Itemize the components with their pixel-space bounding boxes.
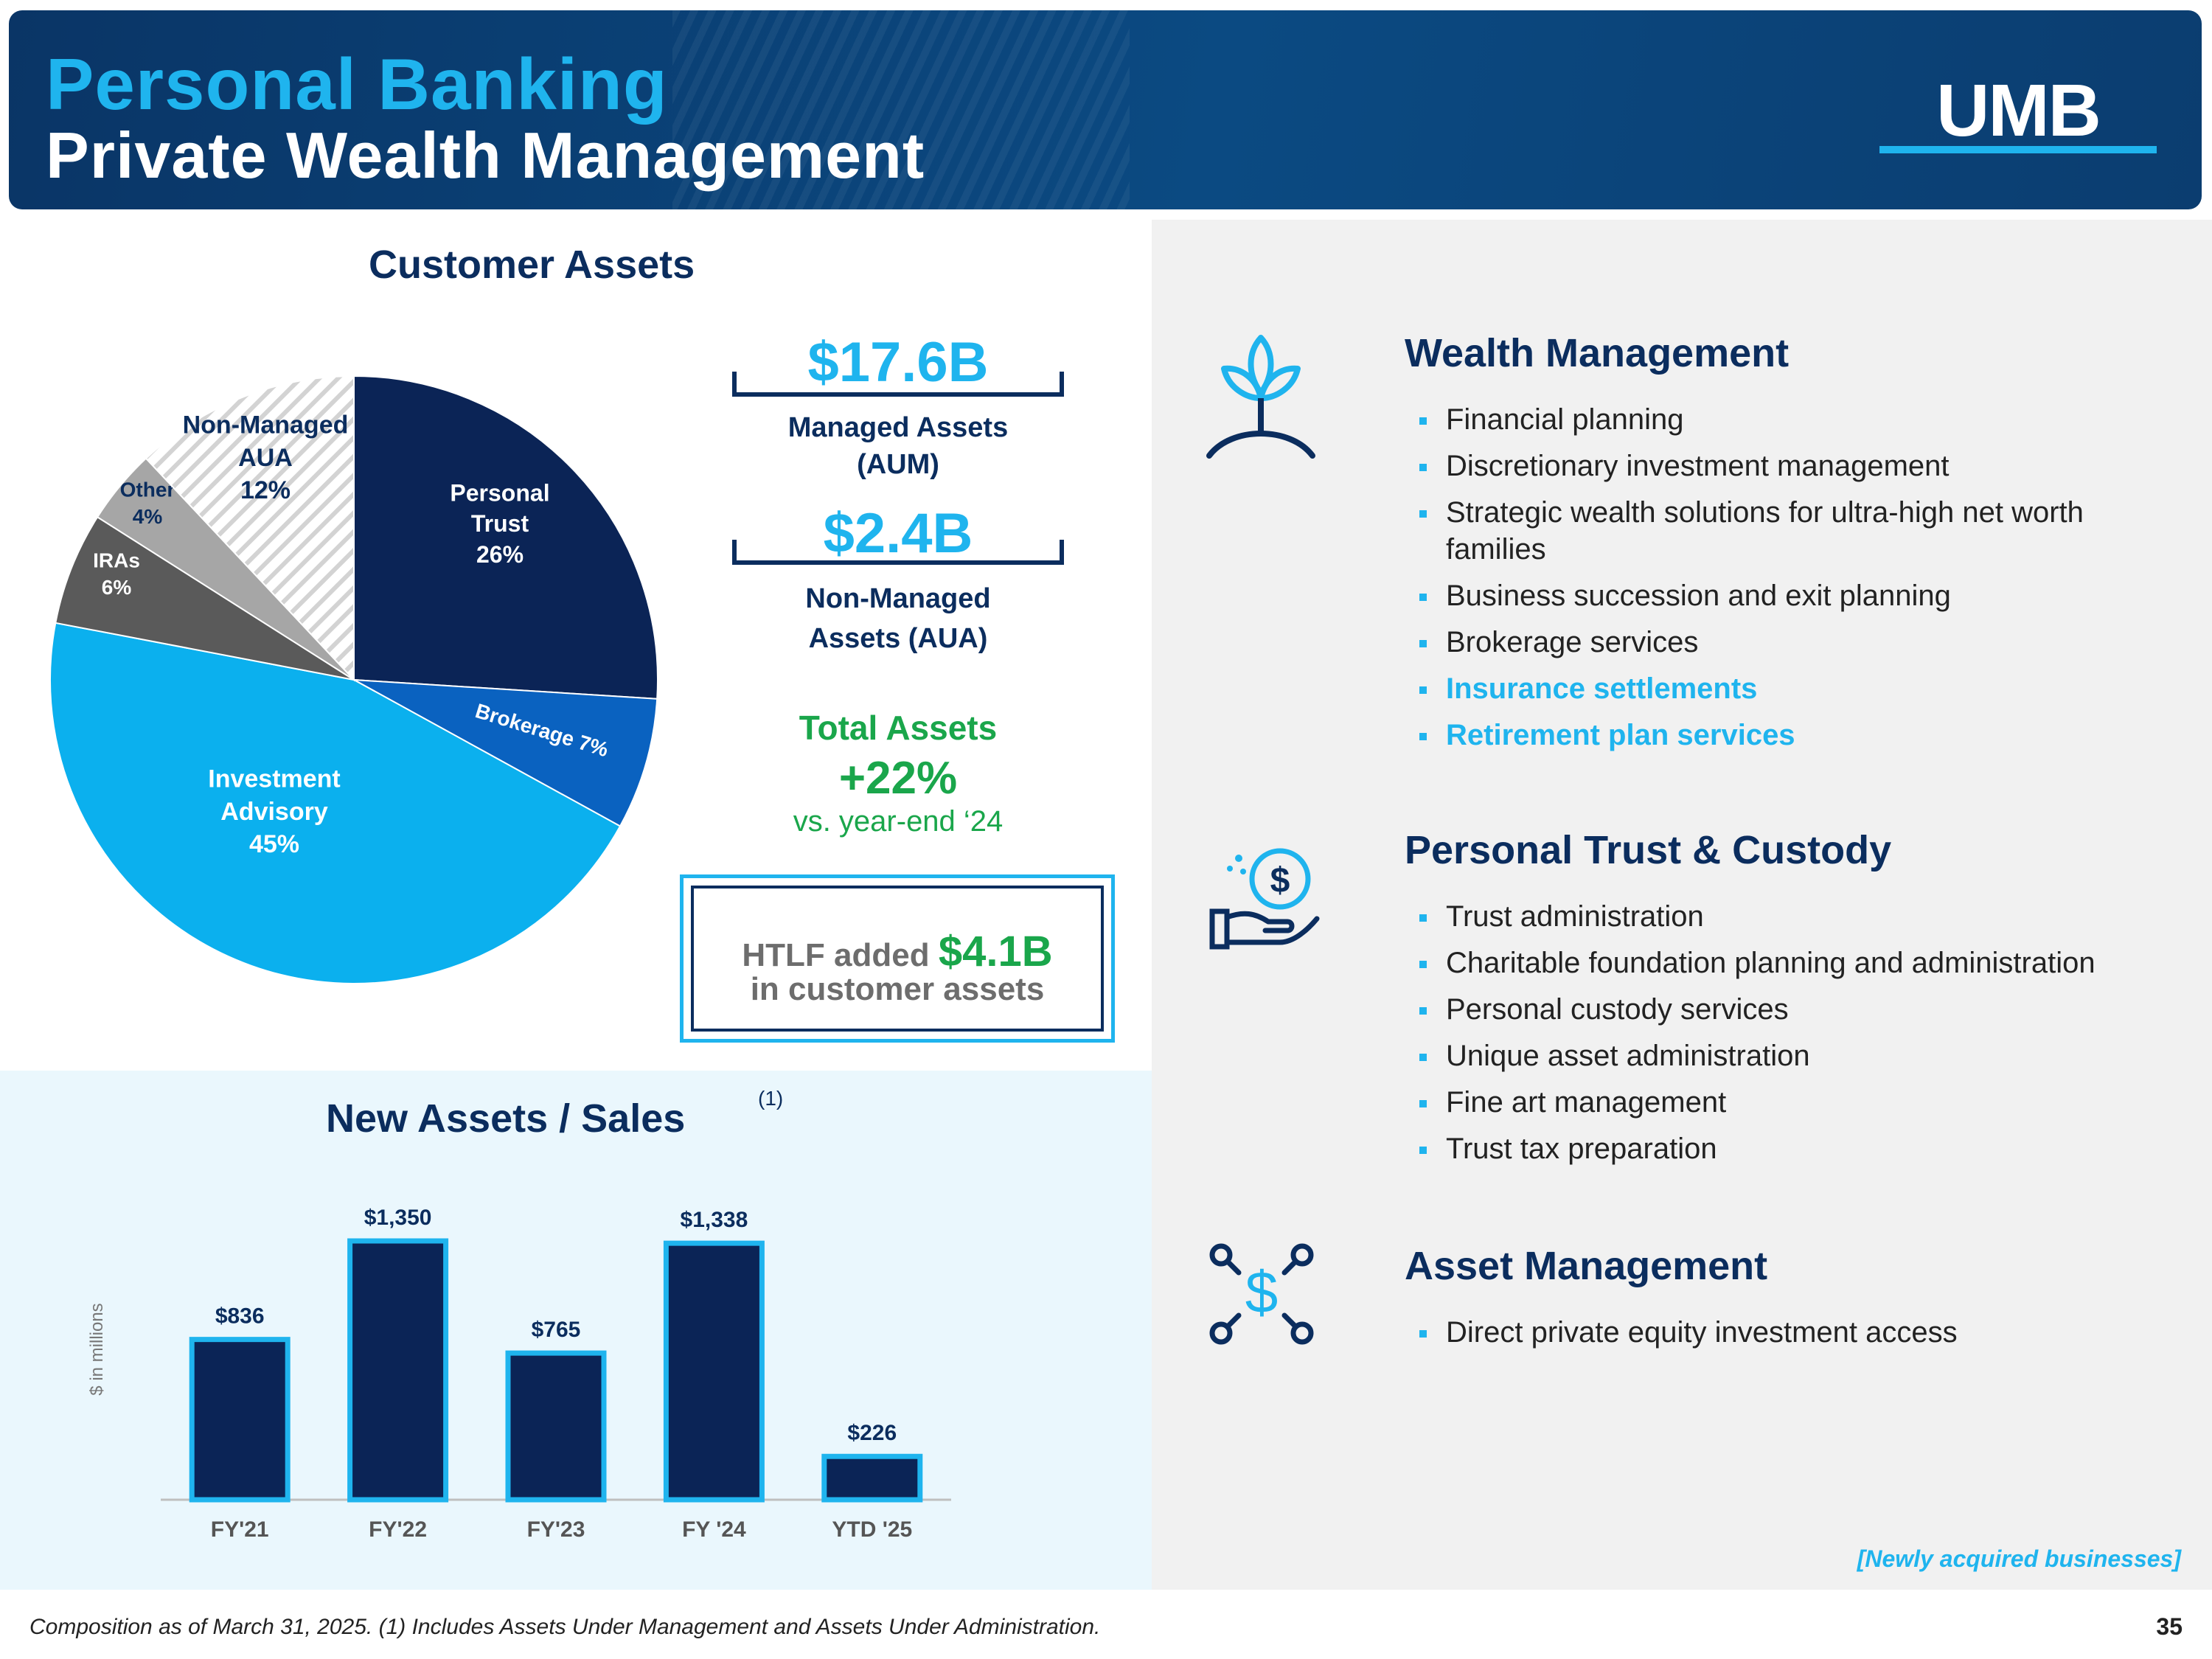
svg-text:$: $ [1270,861,1290,900]
new-assets-panel [0,1071,1152,1590]
bar [663,1240,765,1503]
bar-value-label: $1,338 [681,1208,748,1232]
banner-decoration [672,10,1130,209]
pie-slice-investment-advisory [49,622,622,984]
umb-logo: UMB [1879,77,2157,153]
htlf-callout: HTLF added $4.1B in customer assets [680,874,1115,1043]
wealth-management-list: Financial planning Discretionary investm… [1419,401,2171,763]
new-assets-bar-chart: $836 FY'21 $1,350 FY'22 $765 FY'23 $1,338 FY '2… [161,1206,951,1542]
umb-logo-text: UMB [1936,77,2100,152]
header-banner: Personal Banking Private Wealth Manageme… [9,10,2202,209]
managed-assets-label-2: (AUM) [857,449,939,480]
pie-label: Other 4% [120,479,175,528]
asset-management-list: Direct private equity investment access [1419,1314,2171,1360]
bar-category-label: FY'23 [527,1517,585,1542]
hand-money-icon: $ [1209,848,1320,950]
managed-assets-bracket [732,372,1064,397]
nonmanaged-assets-value: $2.4B [823,502,973,565]
pie-slice-personal-trust [353,375,658,700]
bar-category-label: YTD '25 [832,1517,912,1542]
pie-label: Personal Trust 26% [450,480,549,568]
wealth-management-title: Wealth Management [1405,331,1790,375]
list-item: Direct private equity investment access [1419,1314,2171,1351]
dollar-network-icon: $ [1209,1243,1314,1345]
pie-slice-brokerage [353,679,658,827]
list-item: Business succession and exit planning [1419,577,2171,614]
managed-assets-label-1: Managed Assets [787,412,1009,443]
services-panel [1152,220,2212,1590]
list-item: Strategic wealth solutions for ultra-hig… [1419,494,2171,568]
footer-note: Composition as of March 31, 2025. (1) In… [29,1615,1101,1639]
htlf-callout-inner: HTLF added $4.1B in customer assets [691,886,1104,1032]
bar-category-label: FY '24 [682,1517,746,1542]
bar-value-label: $1,350 [364,1206,432,1230]
bar-value-label: $765 [532,1318,581,1342]
customer-assets-pie: Personal Trust 26%Brokerage 7%Investment Ad… [49,375,658,984]
personal-trust-list: Trust administration Charitable foundati… [1419,898,2171,1177]
list-item: Personal custody services [1419,991,2171,1028]
list-item: Financial planning [1419,401,2171,438]
nonmanaged-assets-label-1: Non-Managed [805,583,991,614]
list-item-new: Insurance settlements [1419,670,2171,707]
bar [821,1453,923,1503]
page-title: Personal Banking [46,44,668,125]
htlf-line-1: HTLF added $4.1B [694,927,1101,976]
bar [347,1238,449,1503]
bar [505,1350,607,1503]
pie-label: IRAs 6% [93,549,140,599]
list-item: Charitable foundation planning and admin… [1419,945,2171,981]
htlf-amount: $4.1B [938,928,1053,975]
total-assets-growth: +22% [838,753,958,804]
htlf-line-2: in customer assets [750,971,1045,1007]
htlf-prefix: HTLF added [742,937,930,973]
list-item: Fine art management [1419,1084,2171,1121]
page-number: 35 [2156,1613,2183,1640]
total-assets-comparison: vs. year-end ‘24 [793,805,1004,838]
bar [189,1337,291,1503]
list-item: Discretionary investment management [1419,448,2171,484]
nonmanaged-assets-label-2: Assets (AUA) [808,623,988,654]
footnote-marker: (1) [758,1087,784,1110]
list-item: Trust tax preparation [1419,1130,2171,1167]
bar-value-label: $836 [215,1304,265,1329]
pie-label: Non-Managed AUA 12% [183,411,349,504]
bar-category-label: FY'22 [369,1517,427,1542]
pie-slice-iras [55,515,355,681]
plant-icon [1206,335,1315,459]
bar-value-label: $226 [847,1421,897,1445]
pie-slice-non-managed-aua [145,375,355,682]
list-item-new: Retirement plan services [1419,717,2171,754]
list-item: Unique asset administration [1419,1037,2171,1074]
personal-trust-title: Personal Trust & Custody [1405,828,1892,872]
svg-text:$: $ [1245,1259,1279,1325]
list-item: Brokerage services [1419,624,2171,661]
customer-assets-title: Customer Assets [369,243,695,287]
new-assets-title: New Assets / Sales [326,1096,686,1141]
list-item: Trust administration [1419,898,2171,935]
asset-management-title: Asset Management [1405,1244,1768,1288]
managed-assets-value: $17.6B [807,331,989,394]
legend-note: [Newly acquired businesses] [1857,1545,2181,1572]
bar-category-label: FY'21 [211,1517,269,1542]
total-assets-title: Total Assets [799,709,998,747]
pie-label: Investment Advisory 45% [208,765,341,858]
page-subtitle: Private Wealth Management [46,119,925,192]
nonmanaged-assets-bracket [732,540,1064,565]
bar-chart-ylabel: $ in millions [87,1303,107,1396]
